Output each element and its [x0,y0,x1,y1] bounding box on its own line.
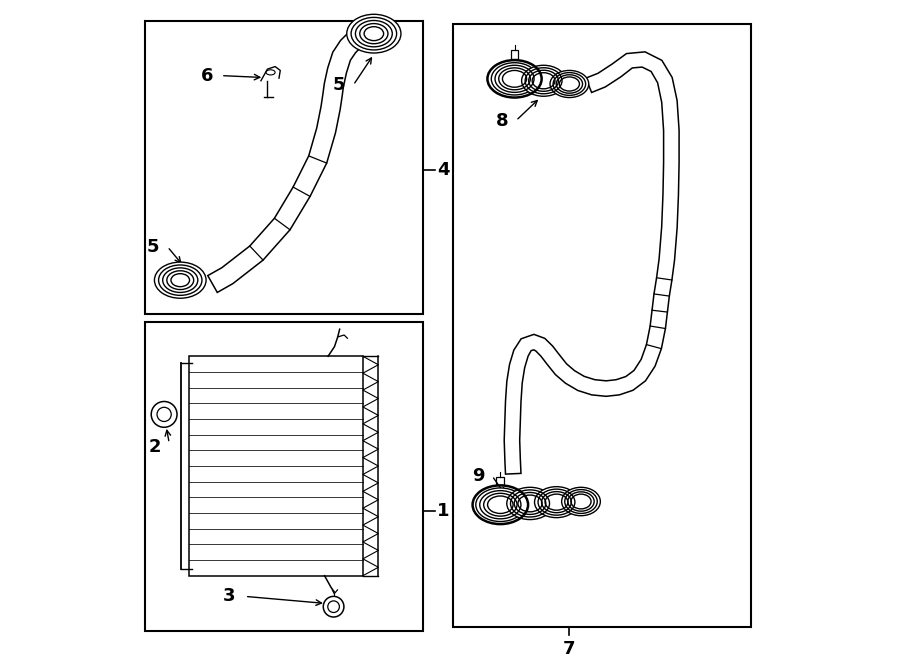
Bar [454,24,752,627]
Bar [146,322,423,631]
Text: 7: 7 [563,641,576,658]
Ellipse shape [491,63,538,95]
Text: 5: 5 [147,237,159,256]
Text: 5: 5 [333,76,346,95]
Ellipse shape [328,601,339,613]
Polygon shape [208,22,392,292]
Ellipse shape [323,596,344,617]
Ellipse shape [151,401,177,427]
Text: 1: 1 [437,502,450,520]
Text: 3: 3 [223,588,236,605]
Ellipse shape [266,70,275,75]
Ellipse shape [157,407,171,422]
Text: 9: 9 [472,467,484,485]
Polygon shape [504,52,680,474]
Ellipse shape [346,15,401,53]
Ellipse shape [562,487,600,516]
Ellipse shape [535,486,579,518]
Bar [189,356,363,576]
Bar [497,477,504,485]
Bar [146,20,423,315]
Text: 2: 2 [148,438,161,455]
Text: 6: 6 [201,67,213,85]
Ellipse shape [522,65,565,97]
Ellipse shape [550,71,589,98]
Bar [510,50,518,59]
Text: 4: 4 [437,161,450,179]
Ellipse shape [507,487,554,520]
Ellipse shape [155,262,206,298]
Ellipse shape [476,488,525,522]
Text: 8: 8 [496,112,508,130]
